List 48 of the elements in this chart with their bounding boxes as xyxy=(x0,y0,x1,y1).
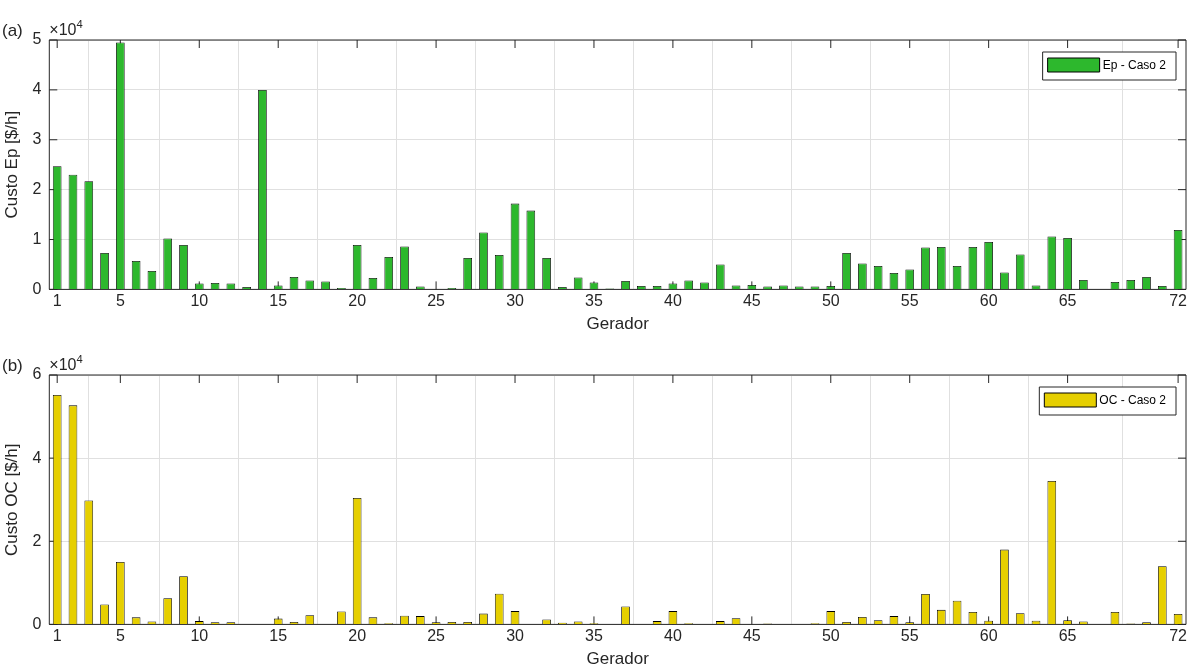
x-tick-label: 65 xyxy=(1058,627,1077,645)
x-tick-label: 55 xyxy=(900,292,919,310)
x-tick-label: 50 xyxy=(821,292,840,310)
y-tick-label: 0 xyxy=(32,279,42,297)
y-axis-title: Custo Ep [$/h] xyxy=(1,110,21,219)
x-tick-label: 20 xyxy=(348,627,367,645)
y-tick-label: 4 xyxy=(32,448,42,466)
legend-label: Ep - Caso 2 xyxy=(1102,58,1167,73)
x-tick-label: 25 xyxy=(427,627,446,645)
x-tick-label: 55 xyxy=(900,627,919,645)
x-tick-label: 1 xyxy=(52,627,62,645)
x-tick-label: 35 xyxy=(585,292,603,310)
x-tick-label: 60 xyxy=(979,292,998,310)
x-tick-label: 15 xyxy=(269,627,288,645)
text: (a) xyxy=(2,21,23,40)
x-axis-title: Gerador xyxy=(586,649,650,669)
x-tick-label: 72 xyxy=(1169,292,1188,310)
x-tick-label: 30 xyxy=(506,627,525,645)
y-axis-title: Custo OC [$/h] xyxy=(1,443,21,556)
x-tick-label: 50 xyxy=(821,627,840,645)
x-tick-label: 65 xyxy=(1058,292,1077,310)
y-tick-label: 0 xyxy=(32,614,42,632)
legend-label: OC - Caso 2 xyxy=(1099,393,1167,408)
y-tick-label: 6 xyxy=(32,365,42,383)
x-tick-label: 35 xyxy=(585,627,603,645)
x-tick-label: 72 xyxy=(1169,627,1188,645)
x-axis-title: Gerador xyxy=(586,314,650,334)
y-tick-label: 4 xyxy=(32,80,42,98)
y-tick-label: 5 xyxy=(32,30,42,48)
y-tick-label: 2 xyxy=(32,531,42,549)
x-tick-label: 40 xyxy=(664,627,682,645)
text: (b) xyxy=(2,356,23,375)
x-tick-label: 5 xyxy=(115,627,125,645)
x-tick-label: 1 xyxy=(52,292,62,310)
y-tick-label: 3 xyxy=(32,130,42,148)
y-tick-label: 1 xyxy=(32,229,42,247)
x-tick-label: 30 xyxy=(506,292,525,310)
x-tick-label: 45 xyxy=(742,292,761,310)
x-tick-label: 60 xyxy=(979,627,998,645)
x-tick-label: 45 xyxy=(742,627,761,645)
x-tick-label: 40 xyxy=(664,292,682,310)
y-tick-label: 2 xyxy=(32,180,42,198)
x-tick-label: 10 xyxy=(190,292,209,310)
x-tick-label: 25 xyxy=(427,292,446,310)
x-tick-label: 10 xyxy=(190,627,209,645)
x-tick-label: 5 xyxy=(115,292,125,310)
x-tick-label: 15 xyxy=(269,292,288,310)
x-tick-label: 20 xyxy=(348,292,367,310)
